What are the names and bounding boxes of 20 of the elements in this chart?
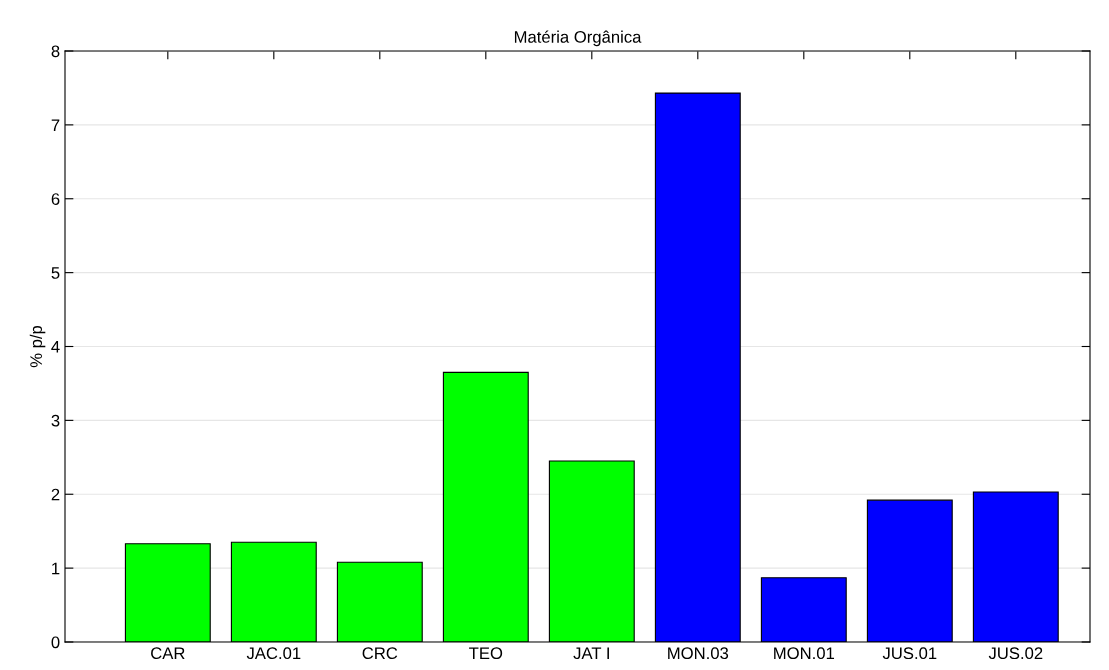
y-tick-label: 0 xyxy=(51,636,60,649)
x-tick-label: JAC.01 xyxy=(246,647,301,660)
y-tick-label: 1 xyxy=(52,562,60,575)
x-tick-label: TEO xyxy=(469,647,503,660)
x-tick-label: JAT I xyxy=(573,647,609,660)
y-tick-label: 2 xyxy=(51,488,60,501)
y-tick-label: 4 xyxy=(51,341,60,353)
x-tick-label: JUS.02 xyxy=(988,647,1043,660)
y-tick-label: 8 xyxy=(51,45,60,58)
x-tick-label: CAR xyxy=(151,647,185,660)
x-tick-label: JUS.01 xyxy=(882,647,937,660)
y-tick-label: 6 xyxy=(51,193,60,205)
y-tick-label: 5 xyxy=(51,267,60,279)
chart-title: Matéria Orgânica xyxy=(514,30,642,47)
x-tick-label: CRC xyxy=(362,647,398,660)
y-tick-label: 3 xyxy=(51,414,60,427)
x-tick-label: MON.01 xyxy=(774,647,835,660)
y-tick-label: 7 xyxy=(51,119,60,131)
y-axis-title: % p/p xyxy=(29,325,46,368)
x-tick-label: MON.03 xyxy=(668,647,729,660)
